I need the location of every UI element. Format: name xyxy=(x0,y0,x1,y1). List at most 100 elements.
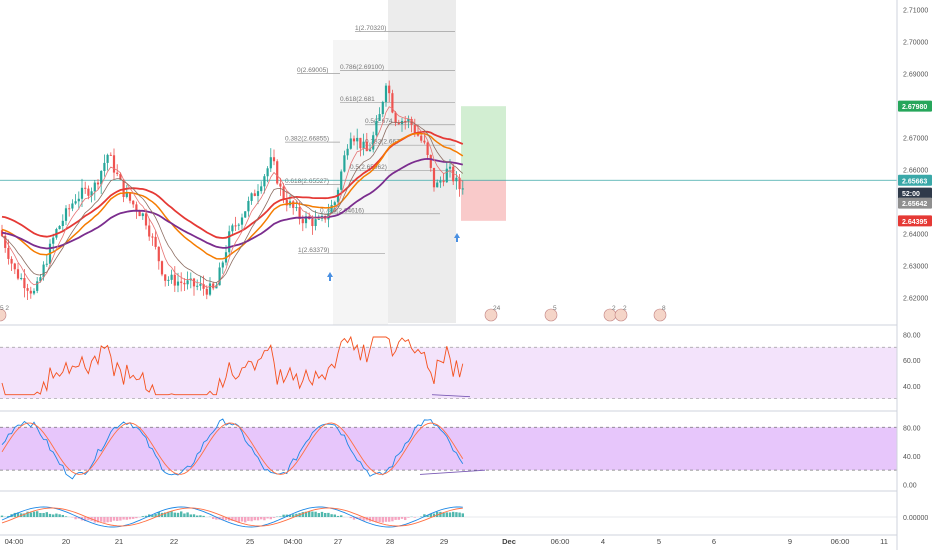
candle-body xyxy=(129,193,131,201)
stoch-trendline xyxy=(420,470,485,474)
event-marker-label: 2 xyxy=(623,305,627,312)
candle-body xyxy=(270,157,272,168)
event-marker-label: 5 xyxy=(553,305,557,312)
candle-body xyxy=(241,217,243,224)
price-label-text: 2.67980 xyxy=(902,104,927,111)
price-tick-label: 2.66000 xyxy=(903,167,928,174)
candle-body xyxy=(267,168,269,176)
event-marker[interactable]: 2 xyxy=(604,305,616,321)
candle-body xyxy=(183,283,185,284)
macd-histogram-bar xyxy=(327,513,329,517)
macd-histogram-bar xyxy=(442,513,444,517)
candle-body xyxy=(462,188,464,189)
event-marker[interactable]: 5 2 xyxy=(0,305,9,321)
macd-histogram-bar xyxy=(52,514,54,517)
macd-histogram-bar xyxy=(266,517,268,518)
macd-histogram-bar xyxy=(458,513,460,517)
candle-body xyxy=(52,238,54,244)
candle-body xyxy=(228,231,230,252)
macd-histogram-bar xyxy=(401,517,403,519)
price-tick-label: 2.62000 xyxy=(903,295,928,302)
candle-body xyxy=(235,225,237,226)
price-axis-bg xyxy=(897,0,932,550)
candle-body xyxy=(11,259,13,264)
candle-body xyxy=(180,282,182,283)
profit-zone[interactable] xyxy=(461,106,506,180)
candle-body xyxy=(311,219,313,226)
fib-level-label: 0.382(2.66855) xyxy=(285,136,329,143)
candle-body xyxy=(231,225,233,231)
candle-body xyxy=(187,280,189,284)
event-marker[interactable]: 8 xyxy=(654,305,666,321)
candle-body xyxy=(315,219,317,226)
fib-level-label: 0.786(2.69100) xyxy=(340,64,384,71)
macd-histogram-bar xyxy=(129,517,131,519)
candle-body xyxy=(395,112,397,123)
price-tick-label: 2.70000 xyxy=(903,40,928,47)
macd-histogram-bar xyxy=(247,517,249,521)
time-axis-label: 11 xyxy=(880,537,888,546)
candle-body xyxy=(78,199,80,201)
time-axis-label: Dec xyxy=(502,537,516,546)
candle-body xyxy=(94,183,96,192)
candle-body xyxy=(158,247,160,261)
candle-body xyxy=(87,189,89,196)
candle-body xyxy=(164,274,166,280)
candle-body xyxy=(382,102,384,114)
macd-histogram-bar xyxy=(260,517,262,519)
candle-body xyxy=(222,263,224,268)
macd-histogram-bar xyxy=(106,517,108,522)
candle-body xyxy=(209,283,211,294)
candle-body xyxy=(254,193,256,196)
candle-body xyxy=(62,221,64,226)
event-marker[interactable]: 2 xyxy=(615,305,627,321)
time-axis-label: 27 xyxy=(334,537,342,546)
candle-body xyxy=(126,193,128,197)
rsi-tick-label: 60.00 xyxy=(903,358,921,365)
candle-body xyxy=(155,237,157,247)
candle-body xyxy=(420,136,422,141)
macd-histogram-bar xyxy=(119,517,121,521)
macd-histogram-bar xyxy=(250,517,252,521)
candle-body xyxy=(427,143,429,155)
macd-histogram-bar xyxy=(382,517,384,523)
price-tick-label: 2.64000 xyxy=(903,231,928,238)
macd-histogram-bar xyxy=(74,517,76,519)
event-marker[interactable]: 5 xyxy=(545,305,557,321)
price-tick-label: 2.71000 xyxy=(903,8,928,15)
candle-body xyxy=(17,269,19,278)
candle-body xyxy=(369,150,371,152)
candle-body xyxy=(318,219,320,220)
candle-body xyxy=(145,213,147,225)
price-label-text: 52:00 xyxy=(902,191,920,198)
price-tick-label: 2.63000 xyxy=(903,263,928,270)
macd-histogram-bar xyxy=(113,517,115,521)
candle-body xyxy=(206,289,208,295)
macd-histogram-bar xyxy=(65,516,67,517)
rsi-tick-label: 80.00 xyxy=(903,332,921,339)
macd-histogram-bar xyxy=(414,517,416,518)
candle-body xyxy=(30,291,32,294)
candle-body xyxy=(103,163,105,171)
candle-body xyxy=(257,191,259,196)
macd-histogram-bar xyxy=(1,516,3,517)
candle-body xyxy=(356,138,358,141)
candle-body xyxy=(75,201,77,203)
candle-body xyxy=(363,142,365,149)
loss-zone[interactable] xyxy=(461,180,506,221)
candle-body xyxy=(283,187,285,200)
macd-histogram-bar xyxy=(449,512,451,517)
macd-histogram-bar xyxy=(398,517,400,520)
macd-histogram-bar xyxy=(190,514,192,517)
event-marker[interactable]: 24 xyxy=(485,305,501,321)
candle-body xyxy=(151,237,153,238)
candle-body xyxy=(292,201,294,208)
macd-histogram-bar xyxy=(39,513,41,517)
macd-histogram-bar xyxy=(337,516,339,517)
price-tick-label: 2.67000 xyxy=(903,136,928,143)
macd-histogram-bar xyxy=(330,514,332,517)
candle-body xyxy=(71,203,73,208)
macd-histogram-bar xyxy=(311,512,313,517)
macd-histogram-bar xyxy=(334,515,336,517)
